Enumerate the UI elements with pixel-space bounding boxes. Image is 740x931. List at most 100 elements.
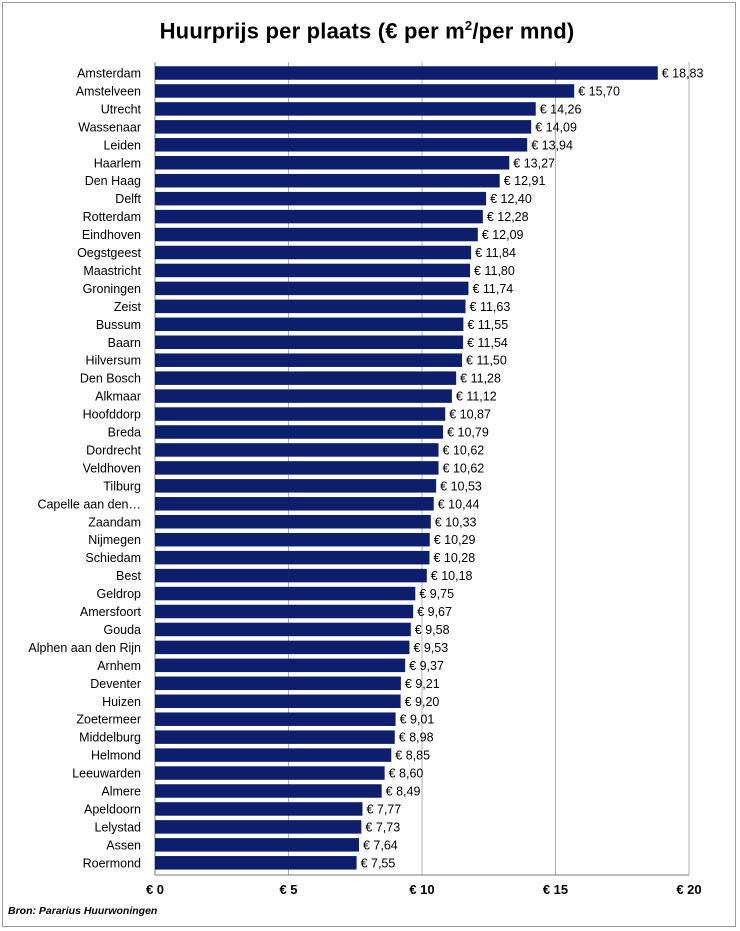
category-label-11: Maastricht bbox=[83, 264, 141, 278]
bar-40 bbox=[155, 784, 382, 798]
category-label-9: Eindhoven bbox=[82, 228, 141, 242]
value-label-27: € 10,28 bbox=[433, 551, 475, 565]
value-label-5: € 13,27 bbox=[513, 156, 555, 170]
value-label-33: € 9,37 bbox=[409, 659, 444, 673]
value-labels: € 18,83 € 15,70 € 14,26 € 14,09 € 13,94 € 13,… bbox=[361, 67, 704, 871]
category-label-25: Zaandam bbox=[88, 515, 141, 529]
value-label-29: € 9,75 bbox=[419, 587, 454, 601]
value-label-15: € 11,54 bbox=[467, 336, 508, 350]
value-label-28: € 10,18 bbox=[431, 569, 473, 583]
value-label-2: € 14,26 bbox=[540, 102, 582, 116]
value-label-44: € 7,55 bbox=[361, 856, 396, 870]
category-label-0: Amsterdam bbox=[77, 67, 141, 81]
category-label-7: Delft bbox=[115, 192, 141, 206]
value-label-39: € 8,60 bbox=[389, 767, 424, 781]
source-note: Bron: Pararius Huurwoningen bbox=[8, 905, 158, 917]
category-label-32: Alphen aan den Rijn bbox=[28, 641, 141, 655]
x-tick-labels: € 0 € 5 € 10 € 15 € 20 bbox=[146, 882, 702, 897]
bar-2 bbox=[155, 102, 536, 116]
value-label-30: € 9,67 bbox=[417, 605, 452, 619]
category-label-14: Bussum bbox=[96, 318, 141, 332]
value-label-10: € 11,84 bbox=[475, 246, 516, 260]
value-label-7: € 12,40 bbox=[490, 192, 532, 206]
value-label-25: € 10,33 bbox=[435, 515, 477, 529]
value-label-19: € 10,87 bbox=[449, 408, 491, 422]
category-label-2: Utrecht bbox=[101, 102, 142, 116]
value-label-40: € 8,49 bbox=[386, 785, 421, 799]
bar-37 bbox=[155, 730, 395, 744]
bar-14 bbox=[155, 317, 464, 332]
category-label-41: Apeldoorn bbox=[84, 802, 141, 816]
category-label-24: Capelle aan den… bbox=[37, 497, 141, 511]
value-label-4: € 13,94 bbox=[531, 138, 573, 152]
value-label-16: € 11,50 bbox=[466, 354, 507, 368]
x-tick-label-15: € 15 bbox=[543, 882, 568, 897]
category-label-21: Dordrecht bbox=[86, 443, 141, 457]
bar-3 bbox=[155, 120, 532, 134]
bar-35 bbox=[155, 694, 401, 708]
category-label-19: Hoofddorp bbox=[83, 408, 141, 422]
category-label-30: Amersfoort bbox=[80, 605, 142, 619]
bar-10 bbox=[155, 245, 472, 260]
value-label-35: € 9,20 bbox=[405, 695, 440, 709]
category-label-16: Hilversum bbox=[85, 354, 141, 368]
bar-12 bbox=[155, 281, 469, 296]
value-label-9: € 12,09 bbox=[482, 228, 524, 242]
value-label-31: € 9,58 bbox=[415, 623, 450, 637]
bar-13 bbox=[155, 299, 466, 314]
bar-9 bbox=[155, 227, 478, 242]
bar-29 bbox=[155, 586, 416, 601]
value-label-38: € 8,85 bbox=[395, 749, 430, 763]
bar-8 bbox=[155, 209, 483, 224]
bar-39 bbox=[155, 766, 385, 780]
bar-4 bbox=[155, 138, 528, 152]
category-label-22: Veldhoven bbox=[83, 461, 141, 475]
category-label-1: Amstelveen bbox=[76, 84, 141, 98]
category-label-4: Leiden bbox=[103, 138, 141, 152]
category-label-3: Wassenaar bbox=[78, 120, 141, 134]
category-label-37: Middelburg bbox=[79, 731, 141, 745]
category-label-26: Nijmegen bbox=[88, 533, 141, 547]
bar-34 bbox=[155, 676, 401, 691]
category-label-18: Alkmaar bbox=[95, 390, 141, 404]
bar-0 bbox=[155, 66, 658, 80]
category-label-35: Huizen bbox=[102, 695, 141, 709]
category-label-15: Baarn bbox=[108, 336, 141, 350]
category-label-13: Zeist bbox=[114, 300, 142, 314]
bar-32 bbox=[155, 640, 410, 655]
bar-31 bbox=[155, 622, 411, 637]
value-label-34: € 9,21 bbox=[405, 677, 440, 691]
bar-23 bbox=[155, 479, 437, 493]
category-label-20: Breda bbox=[108, 426, 141, 440]
value-label-3: € 14,09 bbox=[535, 120, 577, 134]
value-label-17: € 11,28 bbox=[460, 372, 501, 386]
x-tick-label-20: € 20 bbox=[676, 882, 701, 897]
x-tick-label-0: € 0 bbox=[146, 882, 164, 897]
value-label-32: € 9,53 bbox=[413, 641, 448, 655]
chart-title-main: Huurprijs per plaats (€ per m bbox=[159, 18, 465, 44]
bar-43 bbox=[155, 838, 359, 852]
bar-15 bbox=[155, 335, 464, 349]
bar-1 bbox=[155, 84, 575, 98]
value-label-26: € 10,29 bbox=[434, 533, 476, 547]
value-label-20: € 10,79 bbox=[447, 426, 489, 440]
bar-18 bbox=[155, 389, 452, 403]
value-label-14: € 11,55 bbox=[467, 318, 508, 332]
bar-24 bbox=[155, 497, 434, 511]
value-label-21: € 10,62 bbox=[443, 443, 485, 457]
value-label-12: € 11,74 bbox=[472, 282, 513, 296]
value-label-24: € 10,44 bbox=[438, 497, 480, 511]
bar-27 bbox=[155, 550, 430, 565]
value-label-37: € 8,98 bbox=[399, 731, 434, 745]
value-label-1: € 15,70 bbox=[578, 84, 620, 98]
category-label-39: Leeuwarden bbox=[72, 767, 141, 781]
value-label-36: € 9,01 bbox=[400, 713, 435, 727]
value-label-8: € 12,28 bbox=[487, 210, 529, 224]
value-label-42: € 7,73 bbox=[365, 820, 400, 834]
category-labels: Amsterdam Amstelveen Utrecht Wassenaar Leide… bbox=[28, 67, 141, 871]
bar-5 bbox=[155, 156, 510, 170]
bar-41 bbox=[155, 802, 363, 816]
bar-42 bbox=[155, 820, 362, 834]
value-label-11: € 11,80 bbox=[474, 264, 515, 278]
category-label-38: Helmond bbox=[91, 749, 141, 763]
